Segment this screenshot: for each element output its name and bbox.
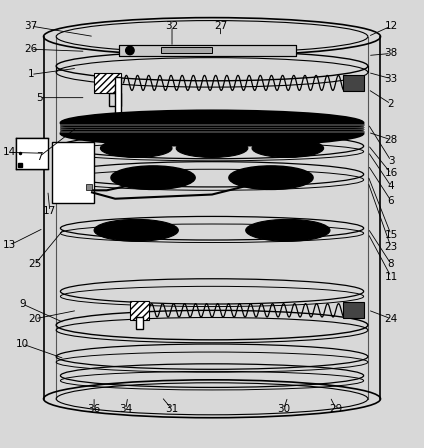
Text: 7: 7 bbox=[36, 151, 43, 162]
Ellipse shape bbox=[252, 139, 324, 157]
Text: 10: 10 bbox=[16, 339, 29, 349]
Text: 26: 26 bbox=[24, 44, 38, 54]
Text: 13: 13 bbox=[3, 240, 17, 250]
Bar bbox=[120, 45, 296, 56]
Text: 15: 15 bbox=[385, 229, 398, 240]
Bar bbox=[52, 142, 94, 203]
Ellipse shape bbox=[229, 166, 313, 190]
Text: 38: 38 bbox=[385, 48, 398, 58]
Text: 24: 24 bbox=[385, 314, 398, 324]
Text: 16: 16 bbox=[385, 168, 398, 178]
Text: 14: 14 bbox=[3, 147, 17, 157]
Text: 37: 37 bbox=[24, 21, 38, 31]
Text: 2: 2 bbox=[388, 99, 394, 109]
Bar bbox=[86, 184, 92, 190]
Bar bbox=[162, 47, 212, 53]
Ellipse shape bbox=[60, 112, 364, 136]
Text: 28: 28 bbox=[385, 135, 398, 145]
Bar bbox=[136, 317, 142, 329]
Text: 12: 12 bbox=[385, 21, 398, 31]
Ellipse shape bbox=[60, 120, 364, 144]
Text: 1: 1 bbox=[28, 69, 34, 79]
Text: 25: 25 bbox=[28, 259, 42, 269]
Text: 17: 17 bbox=[43, 207, 56, 216]
Bar bbox=[343, 75, 364, 91]
Text: 9: 9 bbox=[19, 299, 26, 309]
Text: 36: 36 bbox=[87, 404, 101, 414]
Text: 33: 33 bbox=[385, 74, 398, 84]
Text: 3: 3 bbox=[388, 156, 394, 166]
Bar bbox=[16, 138, 48, 169]
Ellipse shape bbox=[246, 220, 330, 241]
Text: 30: 30 bbox=[277, 404, 290, 414]
Text: 11: 11 bbox=[385, 271, 398, 282]
Text: 34: 34 bbox=[119, 404, 132, 414]
Text: 23: 23 bbox=[385, 242, 398, 252]
Bar bbox=[94, 73, 121, 94]
Circle shape bbox=[126, 46, 134, 55]
Text: 4: 4 bbox=[388, 181, 394, 191]
Ellipse shape bbox=[60, 114, 364, 138]
Ellipse shape bbox=[111, 166, 195, 190]
Text: 5: 5 bbox=[36, 93, 43, 103]
Ellipse shape bbox=[60, 122, 364, 145]
Ellipse shape bbox=[60, 121, 364, 146]
Ellipse shape bbox=[176, 139, 248, 157]
Text: 32: 32 bbox=[165, 21, 179, 31]
Ellipse shape bbox=[60, 116, 364, 139]
Ellipse shape bbox=[60, 119, 364, 142]
Text: 6: 6 bbox=[388, 196, 394, 206]
Ellipse shape bbox=[94, 220, 179, 241]
Text: 20: 20 bbox=[28, 314, 42, 324]
Bar bbox=[130, 302, 149, 320]
Ellipse shape bbox=[100, 139, 172, 157]
Bar bbox=[115, 77, 121, 119]
Bar bbox=[343, 302, 364, 319]
Ellipse shape bbox=[60, 117, 364, 141]
Bar bbox=[120, 45, 296, 56]
Ellipse shape bbox=[60, 111, 364, 135]
Text: 8: 8 bbox=[388, 259, 394, 269]
Text: 27: 27 bbox=[214, 21, 227, 31]
Text: 29: 29 bbox=[329, 404, 343, 414]
Text: 31: 31 bbox=[165, 404, 179, 414]
Ellipse shape bbox=[60, 110, 364, 136]
Bar bbox=[109, 94, 121, 106]
